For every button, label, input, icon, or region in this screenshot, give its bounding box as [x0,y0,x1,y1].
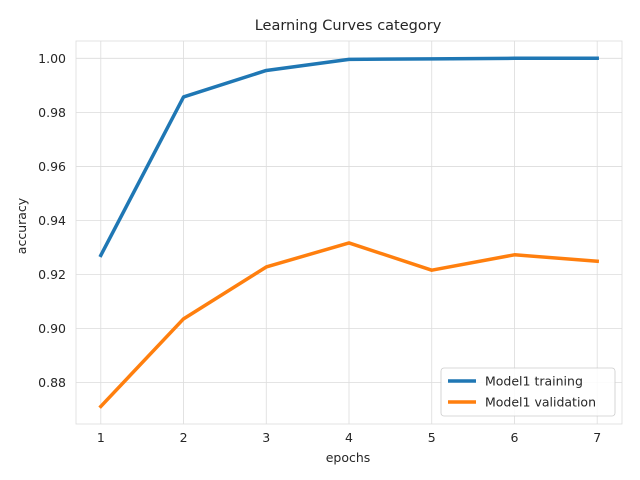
y-tick-label: 0.98 [38,105,66,120]
gridlines [76,41,622,424]
y-tick-label: 0.92 [38,267,66,282]
series-line-training [98,56,599,258]
y-tick-label: 0.96 [38,159,66,174]
plot-area-frame [75,40,623,425]
x-tick-label: 3 [262,430,270,445]
series-line-validation [98,241,600,409]
x-axis-label: epochs [326,450,371,465]
x-tick-label: 2 [180,430,188,445]
legend: Model1 training Model1 validation [440,367,616,417]
x-tick-label: 6 [510,430,518,445]
x-tick-label: 7 [593,430,601,445]
y-tick-label: 1.00 [38,51,66,66]
legend-label: Model1 training [485,374,583,389]
y-tick-label: 0.94 [38,213,66,228]
legend-box [440,367,616,417]
y-tick-label: 0.88 [38,375,66,390]
y-tick-label: 0.90 [38,321,66,336]
y-axis-label: accuracy [14,197,29,254]
x-tick-label: 4 [345,430,353,445]
legend-label: Model1 validation [485,395,596,410]
chart-title: Learning Curves category [255,18,442,34]
tick-labels: 1 2 3 4 5 6 7 0.88 0.90 0.92 0.94 0.96 0.98 1.00 [38,51,601,445]
x-tick-label: 5 [428,430,436,445]
x-tick-label: 1 [97,430,105,445]
series-layer [98,56,600,409]
